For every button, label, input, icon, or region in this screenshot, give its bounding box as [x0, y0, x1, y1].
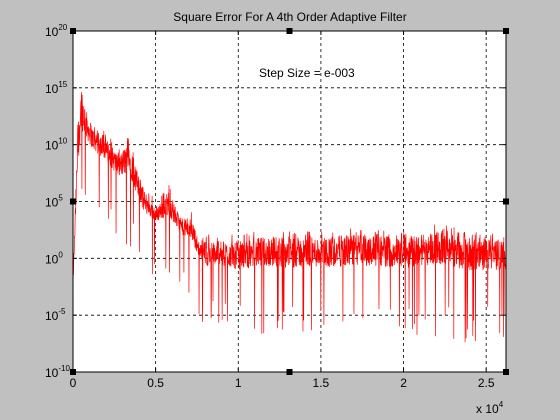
selection-handle: [286, 28, 293, 34]
series-square-error: [73, 92, 506, 343]
y-tick-label: 1010: [45, 137, 68, 153]
selection-handle: [503, 28, 509, 34]
x-tick-label: 2: [400, 376, 407, 390]
x-tick-label: 1.5: [313, 376, 330, 390]
x-tick-labels: 0 0.5 1 1.5 2 2.5: [70, 376, 495, 390]
series-line: [73, 92, 506, 343]
y-tick-label: 100: [45, 250, 63, 266]
y-tick-labels: 10-10 10-5 100 105 1010 1015 1020: [45, 23, 70, 380]
selection-handle: [70, 198, 76, 205]
y-tick-label: 105: [45, 194, 63, 210]
y-tick-label: 10-10: [45, 364, 70, 380]
x-tick-label: 0: [70, 376, 77, 390]
selection-handle: [503, 198, 509, 205]
x-tick-label: 2.5: [478, 376, 495, 390]
x-multiplier-base: x 10: [476, 402, 499, 416]
step-size-annotation: Step Size = e-003: [259, 66, 355, 80]
selection-handle: [70, 369, 76, 375]
y-tick-label: 1020: [45, 23, 68, 39]
x-tick-label: 0.5: [147, 376, 164, 390]
selection-handles: [70, 28, 509, 375]
selection-handle: [70, 28, 76, 34]
x-multiplier-label: x 104: [476, 400, 504, 416]
x-tick-label: 1: [235, 376, 242, 390]
selection-handle: [503, 369, 509, 375]
y-tick-label: 10-5: [45, 307, 66, 323]
y-tick-label: 1015: [45, 80, 68, 96]
chart-title: Square Error For A 4th Order Adaptive Fi…: [173, 10, 406, 24]
selection-handle: [286, 369, 293, 375]
x-multiplier-exponent: 4: [499, 400, 504, 409]
